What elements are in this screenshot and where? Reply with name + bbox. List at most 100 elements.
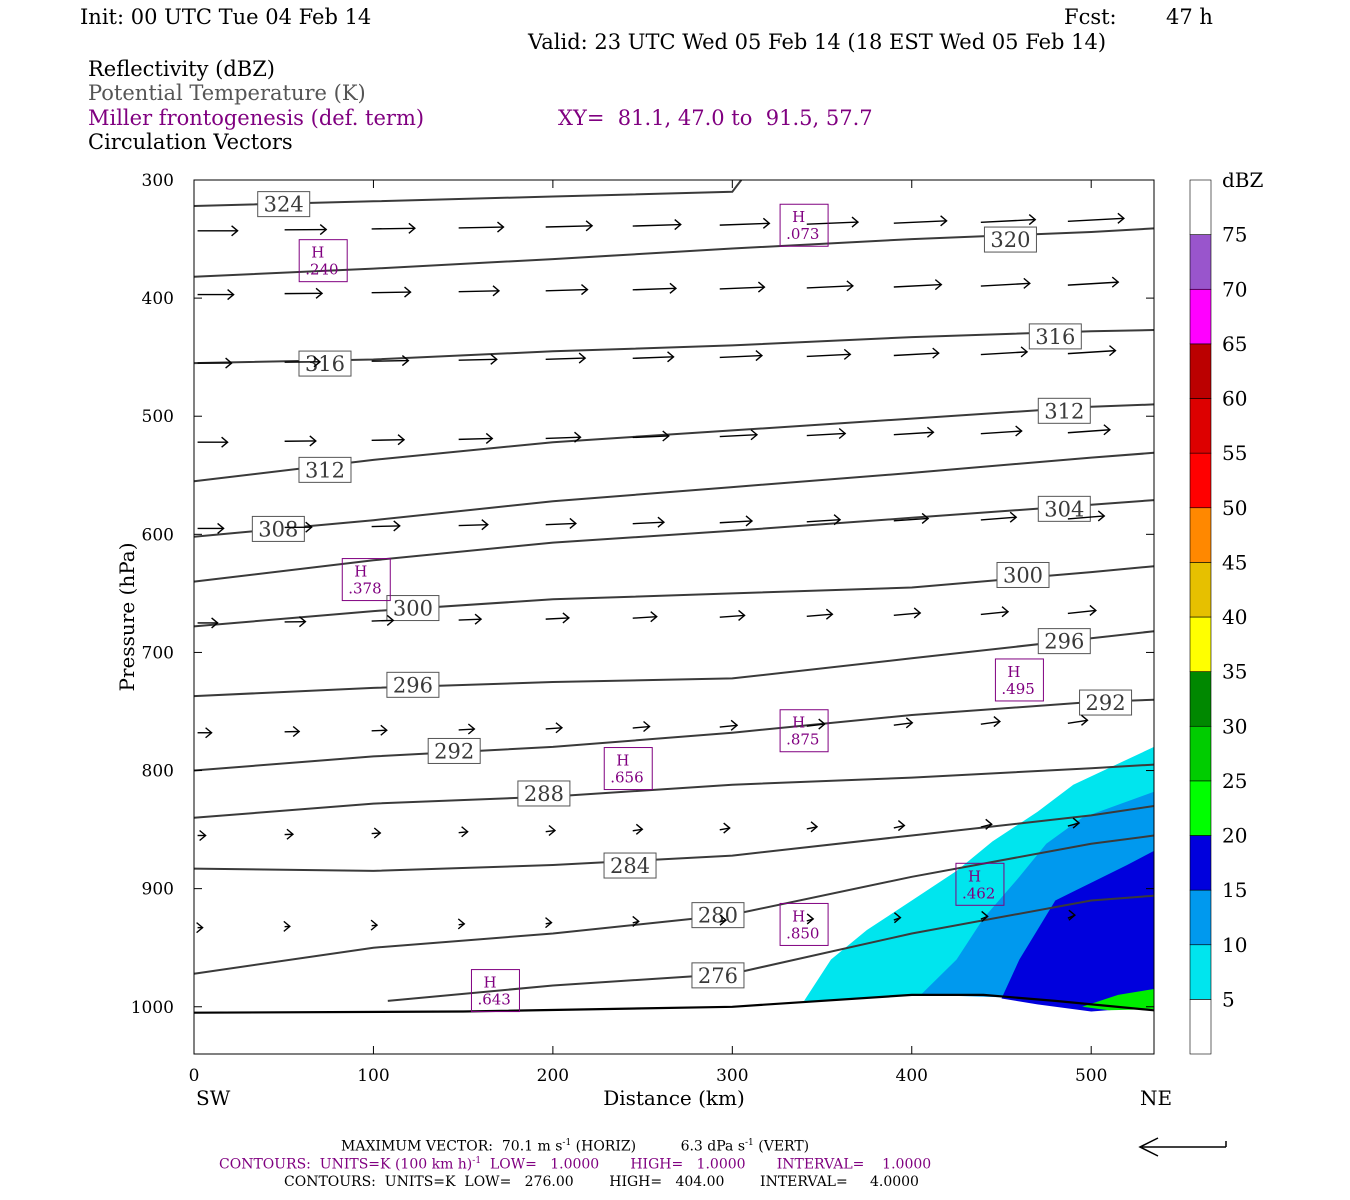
isentrope-label-box (298, 456, 352, 483)
vector-arrow (893, 431, 934, 436)
isentrope-label-box (603, 852, 657, 879)
isentrope-label-box (996, 561, 1050, 588)
vector-arrowhead (574, 431, 582, 443)
colorbar-swatch (1189, 889, 1212, 946)
vector-arrowhead (719, 914, 728, 926)
vector-arrow (806, 432, 846, 437)
vector-arrow (893, 352, 939, 357)
circulation-vectors (196, 212, 1125, 934)
vector-arrowhead (738, 609, 746, 621)
vector-arrowhead (578, 352, 587, 364)
vector-arrowhead (555, 722, 564, 734)
vector-arrowhead (397, 434, 406, 446)
isentrope-288 (193, 763, 1155, 819)
colorbar-label: 65 (1222, 332, 1247, 356)
vector-arrowhead (497, 221, 505, 233)
vector-arrowhead (825, 608, 834, 620)
vector-arrowhead (225, 357, 233, 369)
footer-max-vector: MAXIMUM VECTOR: 70.1 m s-1 (HORIZ) 6.3 d… (341, 1138, 810, 1155)
vector-arrowhead (548, 824, 557, 837)
x-tick-label: 300 (716, 1066, 748, 1086)
colorbar-label: 30 (1222, 714, 1247, 738)
vector-arrowhead (1001, 606, 1010, 618)
vector-arrow (893, 612, 921, 617)
x-end-right-label: NE (1140, 1086, 1172, 1110)
vector-arrowhead (667, 351, 675, 363)
x-tick-label: 200 (537, 1066, 569, 1086)
vector-arrow (1067, 719, 1088, 724)
isentrope-label-box (1079, 689, 1133, 716)
y-tick-label: 500 (142, 407, 174, 427)
vector-arrowhead (662, 430, 670, 442)
vector-arrow (719, 614, 745, 618)
vector-arrow (719, 520, 753, 524)
isentrope-312 (193, 403, 1155, 483)
vector-arrowhead (926, 426, 935, 438)
forecast-hour: 47 h (1166, 5, 1213, 29)
vector-arrowhead (585, 220, 594, 232)
isentrope-label: 316 (1035, 325, 1075, 349)
vector-arrowhead (893, 912, 902, 924)
vector-arrowhead (921, 512, 930, 524)
colorbar-swatch (1189, 835, 1212, 891)
vector-arrowhead (1023, 277, 1031, 289)
vector-arrow (371, 619, 394, 622)
vector-arrowhead (632, 915, 640, 927)
frontogenesis-box (779, 709, 829, 753)
isentrope-label-box (386, 595, 440, 622)
vector-arrowhead (305, 521, 313, 533)
vector-arrow (371, 291, 411, 294)
isentrope-label: 292 (434, 739, 474, 763)
vector-arrowhead (730, 719, 739, 731)
vector-arrowhead (650, 611, 658, 623)
cross-section-endpoints: XY= 81.1, 47.0 to 91.5, 57.7 (558, 106, 873, 130)
vector-arrow (806, 221, 859, 225)
isentrope-304 (193, 499, 1155, 583)
vector-arrowhead (199, 829, 207, 842)
isentrope-label-box (386, 671, 440, 698)
isentrope-284 (193, 805, 1155, 872)
vector-arrowhead (635, 823, 644, 835)
vector-arrowhead (490, 353, 498, 365)
vector-arrow (893, 722, 913, 726)
x-tick-label: 400 (896, 1066, 928, 1086)
vector-arrowhead (1097, 510, 1106, 522)
vector-arrowhead (401, 355, 410, 367)
vector-arrow (632, 356, 674, 360)
colorbar-swatch (1189, 452, 1212, 509)
vector-arrowhead (1072, 817, 1081, 829)
vector-arrowhead (283, 920, 291, 932)
colorbar-swatch (1189, 288, 1212, 345)
colorbar-swatch (1189, 999, 1212, 1055)
colorbar-swatch (1189, 398, 1212, 454)
colorbar-swatch (1189, 725, 1212, 782)
vector-arrow (371, 227, 415, 230)
colorbar: 5 10 15 20 25 30 35 40 45 50 55 60 65 70 75 (1189, 179, 1247, 1055)
colorbar-title: dBZ (1222, 168, 1264, 192)
vector-arrowhead (211, 617, 219, 629)
frontogenesis-box (994, 658, 1044, 702)
colorbar-swatch (1189, 343, 1212, 399)
isentrope-label: 300 (1003, 563, 1043, 587)
isentrope-label: 280 (698, 904, 738, 928)
frontogenesis-value: .643 (477, 991, 510, 1009)
vector-arrow (632, 725, 650, 729)
isentrope-label-box (427, 737, 481, 764)
vector-arrow (545, 436, 581, 440)
colorbar-swatch (1189, 562, 1212, 618)
vector-arrow (980, 351, 1028, 356)
vector-arrowhead (1015, 425, 1023, 437)
vector-arrowhead (373, 827, 382, 839)
reflectivity-15dbz-area (1001, 850, 1154, 1012)
isentrope-label-box (1028, 323, 1082, 350)
valid-time: Valid: 23 UTC Wed 05 Feb 14 (18 EST Wed … (528, 30, 1107, 54)
isentrope-label-box (257, 191, 311, 218)
frontogenesis-box (470, 969, 520, 1013)
frontogenesis-box (955, 862, 1005, 906)
vector-arrowhead (408, 222, 416, 234)
isentrope-label-box (1037, 397, 1091, 424)
isentrope-label: 292 (1086, 691, 1126, 715)
y-tick-label: 700 (142, 643, 174, 663)
colorbar-swatch (1189, 780, 1212, 836)
x-tick-label: 100 (357, 1066, 389, 1086)
